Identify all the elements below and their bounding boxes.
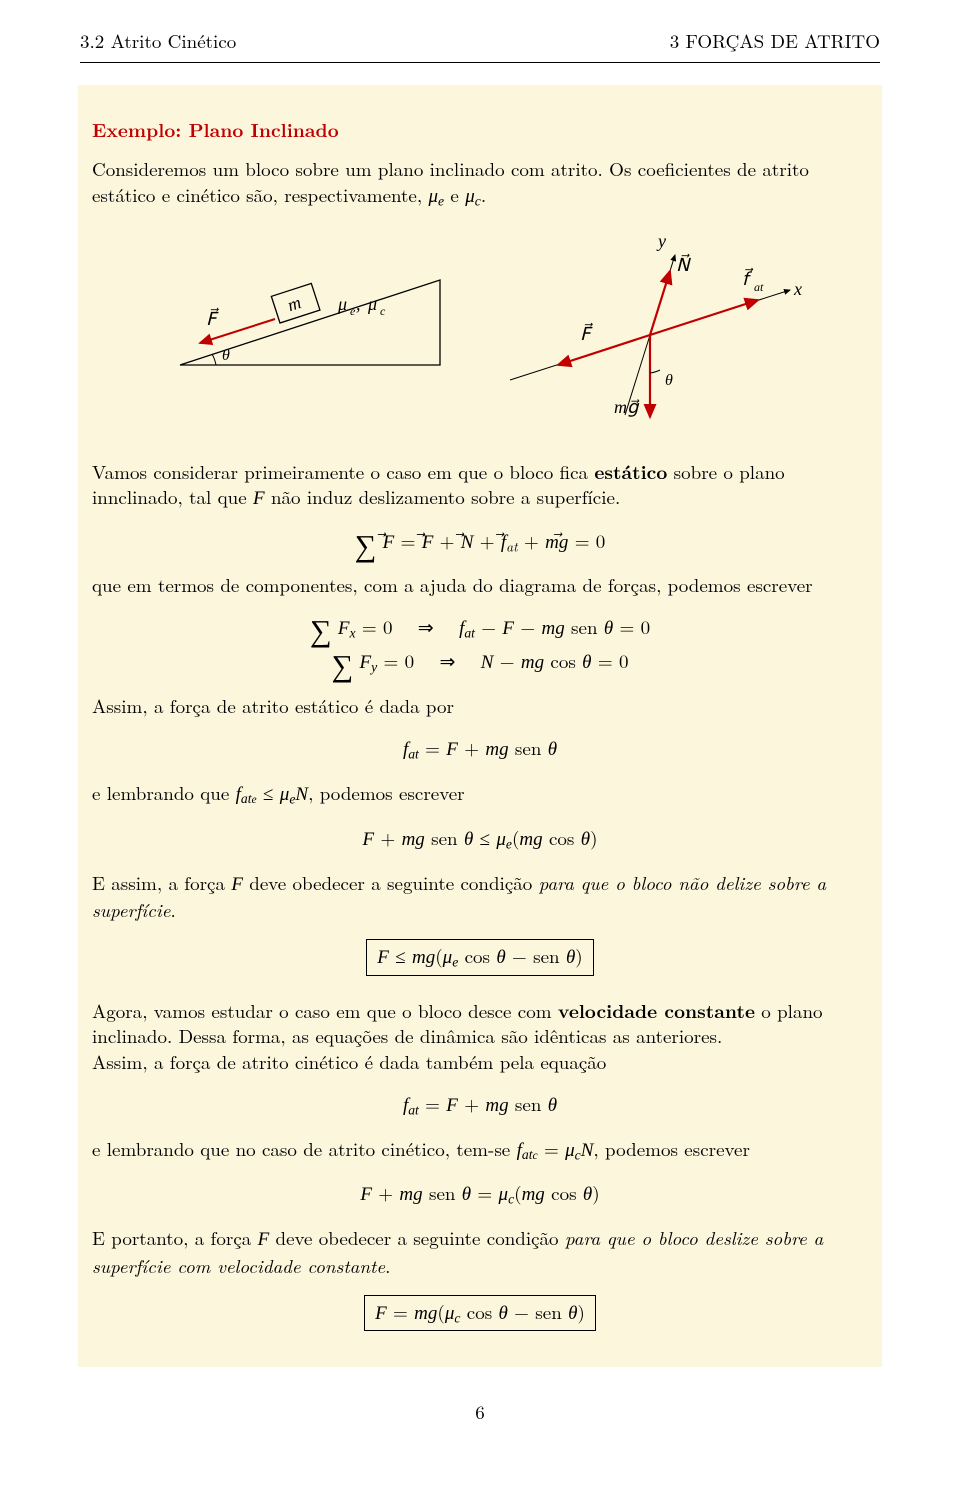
example-box: Exemplo: Plano Inclinado Consideremos um… — [78, 85, 882, 1368]
intro-paragraph: Consideremos um bloco sobre um plano inc… — [92, 156, 868, 211]
para-remember-static: e lembrando que fate ≤ μeN, podemos escr… — [92, 780, 868, 809]
eq-fat: fat = F + mg sen θ — [92, 735, 868, 764]
svg-text:mg⃗: mg⃗ — [614, 397, 640, 417]
para-static-friction: Assim, a força de atrito estático é dada… — [92, 693, 868, 719]
page: 3.2 Atrito Cinético 3 FORÇAS DE ATRITO E… — [0, 0, 960, 1445]
running-header: 3.2 Atrito Cinético 3 FORÇAS DE ATRITO — [0, 0, 960, 58]
eq-sum-vectors: ∑ F = F + N + fat + mg = 0 — [92, 528, 868, 556]
page-number: 6 — [0, 1367, 960, 1445]
svg-text:F⃗: F⃗ — [206, 308, 219, 329]
svg-text:x: x — [793, 279, 802, 299]
svg-text:at: at — [754, 280, 764, 294]
para-condition-kinetic: E portanto, a força F deve obedecer a se… — [92, 1225, 868, 1278]
svg-text:μ: μ — [337, 294, 347, 314]
svg-text:f⃗: f⃗ — [742, 268, 754, 289]
svg-text:θ: θ — [222, 347, 230, 364]
para-components: que em termos de componentes, com a ajud… — [92, 572, 868, 598]
svg-text:F⃗: F⃗ — [580, 323, 593, 344]
eq-boxed-static: F ≤ mg(μe cos θ − sen θ) — [92, 939, 868, 976]
example-title: Exemplo: Plano Inclinado — [92, 117, 868, 143]
eq-inequality: F + mg sen θ ≤ μe(mg cos θ) — [92, 825, 868, 854]
header-left: 3.2 Atrito Cinético — [80, 28, 236, 54]
eq-kinetic-equality: F + mg sen θ = μc(mg cos θ) — [92, 1180, 868, 1209]
para-remember-kinetic: e lembrando que no caso de atrito cinéti… — [92, 1136, 868, 1165]
svg-text:y: y — [656, 231, 666, 251]
force-diagram: x y N⃗ F⃗ f⃗ at mg⃗ θ — [480, 225, 820, 445]
header-right: 3 FORÇAS DE ATRITO — [670, 28, 880, 54]
eq-fx: ∑ Fx = 0 ⇒ fat − F − mg sen θ = 0 — [92, 614, 868, 643]
svg-text:,: , — [356, 294, 361, 314]
header-rule — [80, 62, 880, 63]
eq-fat-kinetic: fat = F + mg sen θ — [92, 1091, 868, 1120]
svg-text:θ: θ — [665, 372, 673, 389]
svg-text:N⃗: N⃗ — [676, 254, 691, 275]
para-kinetic-intro: Agora, vamos estudar o caso em que o blo… — [92, 998, 868, 1075]
svg-text:c: c — [380, 304, 386, 318]
eq-fy: ∑ Fy = 0 ⇒ N − mg cos θ = 0 — [92, 648, 868, 677]
para-static: Vamos considerar primeiramente o caso em… — [92, 459, 868, 512]
para-condition-static: E assim, a força F deve obedecer a segui… — [92, 870, 868, 923]
inclined-plane-diagram: m F⃗ μ e , μ c θ — [140, 225, 450, 385]
svg-text:μ: μ — [367, 294, 377, 314]
diagrams-row: m F⃗ μ e , μ c θ — [92, 225, 868, 445]
svg-text:m: m — [285, 292, 304, 315]
eq-boxed-kinetic: F = mg(μc cos θ − sen θ) — [92, 1295, 868, 1332]
